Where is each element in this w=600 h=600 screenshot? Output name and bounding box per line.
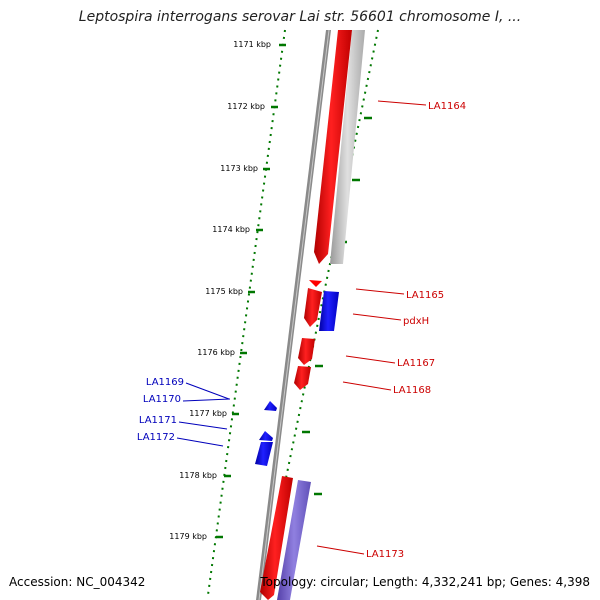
gene-label-LA1168[interactable]: LA1168: [393, 385, 431, 396]
tick-track-inner: [207, 29, 286, 596]
gene-label-LA1172[interactable]: LA1172: [137, 432, 175, 443]
gene-block-purple: [277, 480, 311, 600]
gene-label-LA1173[interactable]: LA1173: [366, 549, 404, 560]
gene-label-LA1171[interactable]: LA1171: [139, 415, 177, 426]
gene-label-pdxH[interactable]: pdxH: [403, 316, 429, 327]
tick-label: 1177 kbp: [189, 409, 227, 418]
tick-label: 1172 kbp: [227, 102, 265, 111]
tick-label: 1171 kbp: [233, 40, 271, 49]
callouts-reverse: [176, 382, 231, 447]
gene-label-LA1165[interactable]: LA1165: [406, 290, 444, 301]
gene-LA1170[interactable]: [264, 401, 277, 411]
gene-label-LA1167[interactable]: LA1167: [397, 358, 435, 369]
tick-label: 1179 kbp: [169, 532, 207, 541]
gene-block-gray: [330, 30, 365, 264]
gene-LA1173[interactable]: [260, 476, 293, 600]
gene-LA1168[interactable]: [294, 366, 311, 390]
callouts-forward: [316, 100, 427, 555]
tick-labels: 1171 kbp 1172 kbp 1173 kbp 1174 kbp 1175…: [169, 40, 271, 541]
gene-LA1172[interactable]: [255, 442, 273, 466]
gene-label-LA1169[interactable]: LA1169: [146, 377, 184, 388]
genome-summary: Topology: circular; Length: 4,332,241 bp…: [260, 575, 590, 589]
tick-label: 1176 kbp: [197, 348, 235, 357]
tick-label: 1174 kbp: [212, 225, 250, 234]
tick-track-outer: [261, 29, 379, 596]
gene-LA1165[interactable]: [304, 288, 322, 327]
gene-label-LA1164[interactable]: LA1164: [428, 101, 466, 112]
map-title: Leptospira interrogans serovar Lai str. …: [78, 9, 522, 25]
tick-label: 1178 kbp: [179, 471, 217, 480]
gene-label-LA1170[interactable]: LA1170: [143, 394, 181, 405]
gene-LA1164[interactable]: [314, 30, 352, 264]
gene-LA1171[interactable]: [259, 431, 273, 441]
accession-label: Accession: NC_004342: [9, 575, 146, 589]
tick-label: 1173 kbp: [220, 164, 258, 173]
gene-LA1167[interactable]: [298, 338, 315, 365]
tick-label: 1175 kbp: [205, 287, 243, 296]
gene-pdxH[interactable]: [319, 291, 339, 331]
gene-LA1165-small[interactable]: [309, 280, 322, 287]
